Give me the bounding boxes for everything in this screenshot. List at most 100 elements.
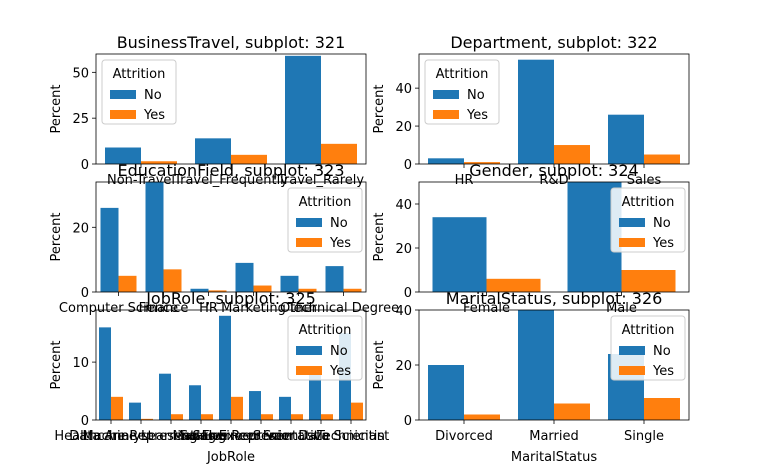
legend-swatch-yes — [619, 366, 645, 375]
axes-frame — [418, 181, 690, 293]
y-tick-label: 0 — [81, 158, 89, 173]
legend-label-yes: Yes — [652, 364, 674, 379]
x-tick-label: Finance — [139, 301, 189, 316]
legend-swatch-yes — [296, 238, 322, 247]
legend-label-no: No — [144, 88, 162, 103]
legend-box — [287, 315, 363, 381]
bar-yes-2 — [621, 270, 676, 292]
bar-yes-7 — [291, 414, 303, 420]
legend: Attrition No Yes — [101, 59, 177, 125]
bar-yes-3 — [321, 143, 357, 164]
legend-label-no: No — [467, 88, 485, 103]
bar-yes-2 — [554, 403, 590, 420]
x-tick-label: Sales Executive — [180, 429, 282, 444]
y-tick-label: 40 — [395, 82, 412, 97]
x-tick-label: R&D — [539, 173, 568, 188]
legend-title: Attrition — [299, 323, 352, 338]
x-tick-label: Technical Degree — [287, 301, 399, 316]
y-axis-label: Percent — [372, 85, 387, 134]
axes-frame — [95, 181, 367, 293]
x-tick-label: Data Analyst — [69, 429, 152, 444]
bar-no-1 — [428, 365, 464, 420]
subplot-title: MaritalStatus, subplot: 326 — [446, 289, 663, 308]
bar-yes-3 — [644, 398, 680, 420]
x-tick-label: Sales — [627, 173, 662, 188]
x-tick-label: Married — [529, 429, 579, 444]
bar-no-4 — [189, 385, 201, 420]
bar-yes-1 — [464, 162, 500, 164]
legend-box — [287, 187, 363, 253]
x-tick-label: Sales Representative — [193, 429, 330, 444]
legend-swatch-no — [296, 218, 322, 227]
x-tick-label: Healthcare Representative — [54, 429, 227, 444]
legend-swatch-no — [619, 346, 645, 355]
y-tick-label: 0 — [404, 414, 412, 429]
bar-no-1 — [432, 217, 487, 292]
legend-box — [101, 59, 177, 125]
legend-title: Attrition — [299, 195, 352, 210]
bar-yes-3 — [208, 290, 227, 292]
x-tick-label: Divorced — [435, 429, 493, 444]
legend-label-no: No — [653, 216, 671, 231]
subplot-title: JobRole, subplot: 325 — [145, 289, 316, 308]
bar-no-7 — [279, 396, 291, 420]
legend-swatch-no — [110, 90, 136, 99]
bar-yes-5 — [298, 288, 317, 292]
bar-yes-4 — [253, 285, 272, 292]
legend-label-no: No — [330, 216, 348, 231]
legend-swatch-no — [296, 346, 322, 355]
legend-label-yes: Yes — [143, 108, 165, 123]
legend-swatch-no — [433, 90, 459, 99]
bar-no-3 — [608, 114, 644, 164]
bar-no-3 — [285, 55, 321, 165]
bar-yes-1 — [118, 275, 137, 292]
legend-label-no: No — [330, 344, 348, 359]
subplot-3: EducationField, subplot: 323 0 20 Computer … — [49, 161, 399, 316]
bar-no-3 — [190, 288, 209, 292]
legend: Attrition No Yes — [287, 187, 363, 253]
x-tick-label: Travel_Rarely — [277, 173, 365, 188]
y-tick-label: 40 — [395, 304, 412, 319]
bar-yes-4 — [201, 414, 213, 420]
x-tick-label: Manager — [173, 429, 231, 444]
y-axis-label: Percent — [372, 213, 387, 262]
y-tick-label: 0 — [81, 414, 89, 429]
legend-label-yes: Yes — [329, 236, 351, 251]
y-tick-label: 10 — [72, 356, 89, 371]
bar-yes-2 — [163, 269, 182, 292]
x-tick-label: Travel_Frequently — [173, 173, 288, 188]
bar-yes-1 — [141, 161, 177, 164]
y-tick-label: 40 — [395, 198, 412, 213]
bar-no-1 — [428, 158, 464, 164]
bar-no-1 — [99, 327, 111, 420]
y-tick-label: 20 — [395, 359, 412, 374]
subplot-6: MaritalStatus, subplot: 326 0 20 40 Divorced… — [372, 289, 690, 465]
bar-no-8 — [309, 367, 321, 420]
bar-yes-2 — [231, 154, 267, 164]
bar-yes-8 — [321, 414, 333, 420]
legend-label-yes: Yes — [329, 364, 351, 379]
bar-yes-1 — [464, 414, 500, 420]
bar-yes-9 — [351, 402, 363, 420]
legend-swatch-no — [619, 218, 645, 227]
bar-no-6 — [325, 266, 344, 292]
bar-no-2 — [518, 59, 554, 165]
subplot-2: Department, subplot: 322 0 20 40 HR R&D Sales P… — [372, 33, 690, 188]
legend-box — [610, 187, 686, 253]
y-tick-label: 50 — [72, 66, 89, 81]
legend-box — [424, 59, 500, 125]
bar-no-2 — [518, 310, 554, 420]
legend-label-no: No — [653, 344, 671, 359]
legend-swatch-yes — [110, 110, 136, 119]
x-tick-label: HR — [199, 301, 218, 316]
bar-no-1 — [100, 207, 119, 292]
y-tick-label: 25 — [72, 112, 89, 127]
bar-no-1 — [105, 147, 141, 164]
bar-no-2 — [145, 182, 164, 292]
bar-no-6 — [249, 391, 261, 420]
bar-no-2 — [129, 402, 141, 420]
bar-yes-2 — [141, 418, 153, 420]
y-axis-label: Percent — [49, 213, 64, 262]
bar-yes-1 — [111, 396, 123, 420]
x-tick-label: Senior Data Scientist — [253, 429, 390, 444]
